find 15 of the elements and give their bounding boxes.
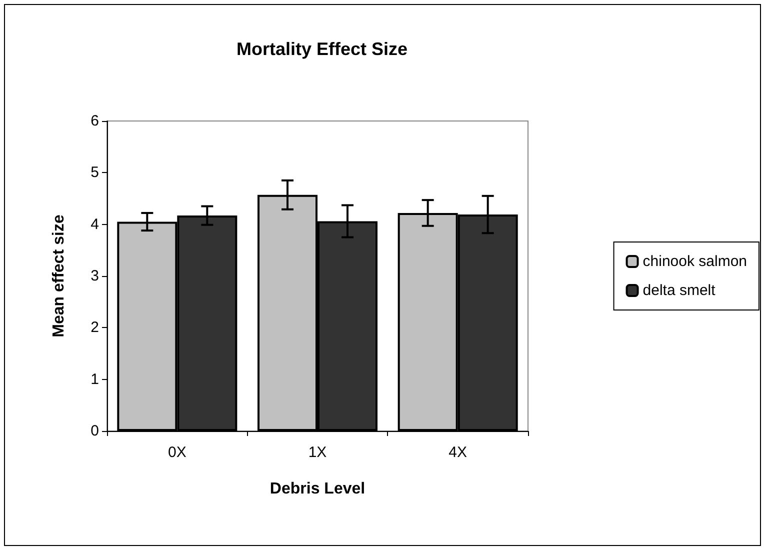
y-tick-label: 6: [90, 112, 99, 130]
legend-label: delta smelt: [642, 282, 716, 299]
y-tick-label: 5: [90, 164, 99, 182]
y-tick-label: 2: [90, 319, 99, 336]
y-axis-title: Mean effect size: [50, 214, 68, 338]
legend-label: chinook salmon: [642, 253, 748, 270]
x-tick-label: 1X: [308, 444, 327, 461]
x-axis-title: Debris Level: [270, 480, 366, 498]
x-tick-label: 4X: [448, 444, 468, 461]
y-tick-label: 0: [90, 422, 99, 440]
y-tick-label: 3: [90, 268, 99, 284]
y-tick-label: 1: [90, 370, 99, 388]
chart-title: Mortality Effect Size: [236, 39, 408, 59]
y-tick-label: 4: [90, 216, 99, 233]
x-tick-label: 0X: [168, 444, 186, 461]
